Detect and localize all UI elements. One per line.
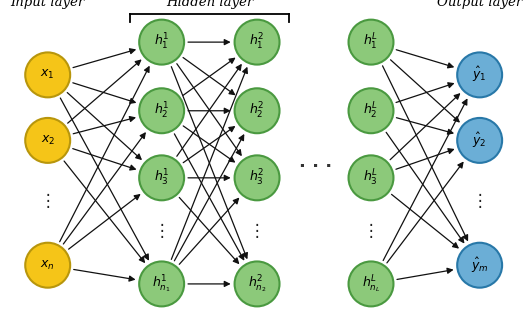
Text: ⋮: ⋮	[39, 192, 56, 210]
Text: ⋮: ⋮	[363, 222, 379, 240]
Ellipse shape	[457, 118, 502, 163]
Text: $h_1^2$: $h_1^2$	[249, 32, 265, 52]
Ellipse shape	[235, 155, 279, 200]
Ellipse shape	[235, 261, 279, 306]
Ellipse shape	[139, 88, 184, 133]
Text: $h_1^1$: $h_1^1$	[154, 32, 170, 52]
Ellipse shape	[139, 155, 184, 200]
Text: $\hat{y}_2$: $\hat{y}_2$	[472, 131, 487, 150]
Ellipse shape	[457, 52, 502, 97]
Text: $h_2^1$: $h_2^1$	[154, 101, 170, 121]
Ellipse shape	[139, 20, 184, 65]
Text: $\hat{y}_m$: $\hat{y}_m$	[471, 256, 489, 275]
Ellipse shape	[25, 52, 70, 97]
Text: $h_{n_2}^2$: $h_{n_2}^2$	[248, 273, 267, 295]
Ellipse shape	[349, 155, 393, 200]
Text: Input layer: Input layer	[11, 0, 85, 9]
Ellipse shape	[25, 118, 70, 163]
Text: . . .: . . .	[299, 153, 332, 171]
Ellipse shape	[139, 261, 184, 306]
Text: $h_3^L$: $h_3^L$	[364, 168, 378, 188]
Ellipse shape	[235, 20, 279, 65]
Text: $h_{n_L}^L$: $h_{n_L}^L$	[362, 273, 380, 295]
Ellipse shape	[349, 88, 393, 133]
Text: Output layer: Output layer	[437, 0, 522, 9]
Text: $h_{n_1}^1$: $h_{n_1}^1$	[152, 273, 171, 295]
Text: $h_2^2$: $h_2^2$	[249, 101, 265, 121]
Text: ⋮: ⋮	[249, 222, 266, 240]
Ellipse shape	[25, 243, 70, 288]
Text: $x_n$: $x_n$	[40, 259, 55, 272]
Text: $x_2$: $x_2$	[40, 134, 55, 147]
Text: $h_2^L$: $h_2^L$	[364, 101, 378, 121]
Text: Hidden layer: Hidden layer	[166, 0, 253, 9]
Ellipse shape	[235, 88, 279, 133]
Text: $h_3^1$: $h_3^1$	[154, 168, 170, 188]
Text: $h_1^L$: $h_1^L$	[364, 32, 378, 52]
Text: $x_1$: $x_1$	[40, 68, 55, 81]
Text: ⋮: ⋮	[471, 192, 488, 210]
Ellipse shape	[457, 243, 502, 288]
Text: $h_3^2$: $h_3^2$	[249, 168, 265, 188]
Ellipse shape	[349, 20, 393, 65]
Text: ⋮: ⋮	[153, 222, 170, 240]
Text: $\hat{y}_1$: $\hat{y}_1$	[472, 65, 487, 85]
Ellipse shape	[349, 261, 393, 306]
